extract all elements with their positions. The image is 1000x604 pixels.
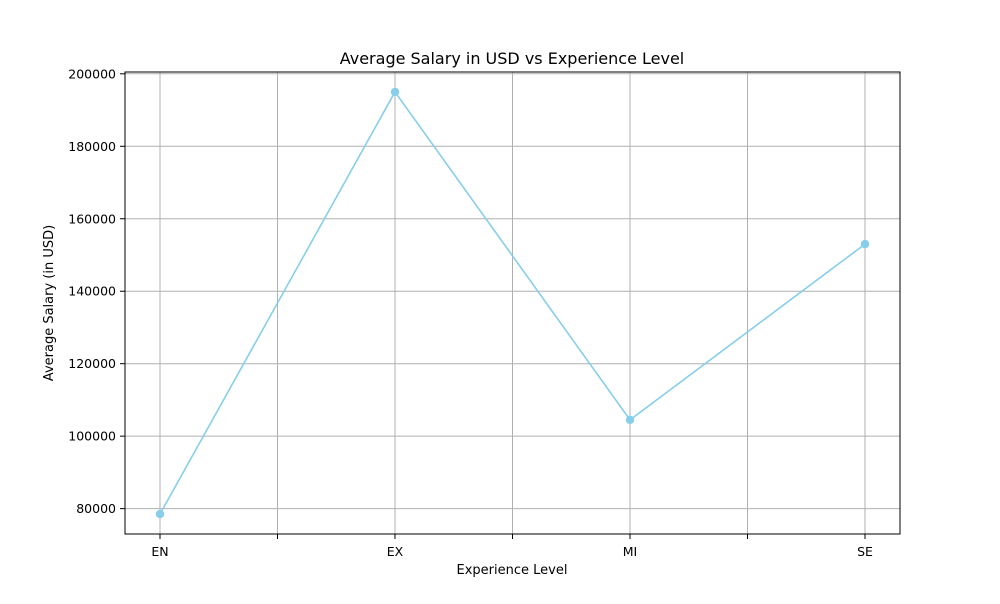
y-tick-label: 80000 [76,501,116,516]
y-axis-label: Average Salary (in USD) [42,225,57,381]
y-tick-label: 120000 [68,356,116,371]
x-tick-label: EN [151,544,168,559]
data-point-marker [860,239,870,249]
x-axis-label: Experience Level [457,563,568,578]
chart-title: Average Salary in USD vs Experience Leve… [340,49,685,68]
x-tick-label: EX [387,544,404,559]
y-tick-label: 160000 [68,211,116,226]
data-point-marker [155,509,165,519]
series-layer [155,87,870,519]
x-tick-label: SE [857,544,873,559]
grid-layer [125,72,900,534]
data-point-marker [625,415,635,425]
y-tick-label: 100000 [68,429,116,444]
x-tick-label: MI [623,544,637,559]
y-tick-label: 140000 [68,284,116,299]
ticks-layer: EN EX MI SE 80000 100000 120000 140000 160000 180… [68,66,873,559]
series-line [159,91,866,515]
y-tick-label: 200000 [68,66,116,81]
data-point-marker [390,87,400,97]
y-tick-label: 180000 [68,139,116,154]
